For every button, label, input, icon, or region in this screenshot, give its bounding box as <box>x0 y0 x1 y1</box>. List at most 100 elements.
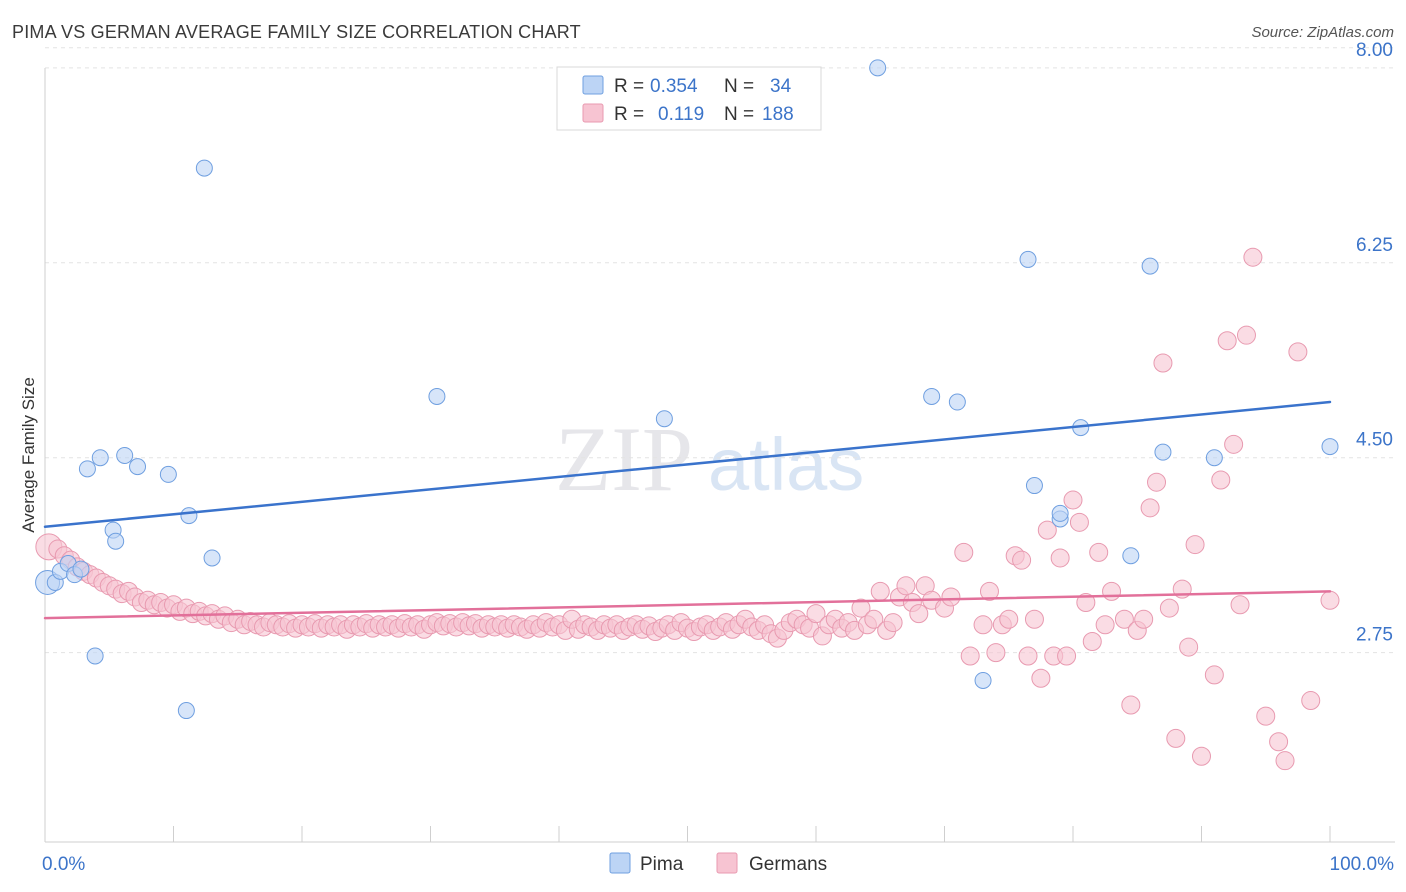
germans-point-171 <box>1166 728 1186 748</box>
germans-point-151 <box>1031 668 1051 688</box>
germans-point-146 <box>999 609 1019 629</box>
watermark: ZIP atlas <box>555 408 864 510</box>
germans-point-139 <box>941 587 961 607</box>
stats-legend: R = 0.354 N = 34 R = 0.119 N = 188 <box>556 66 822 131</box>
pima-point-22 <box>948 393 966 411</box>
pima-n-label: N = <box>724 76 754 97</box>
pima-point-32 <box>1321 438 1339 456</box>
germans-point-157 <box>1069 512 1089 532</box>
germans-point-126 <box>851 598 871 618</box>
x-tick-label-1: 100.0% <box>1330 854 1395 875</box>
germans-point-186 <box>1288 342 1308 362</box>
germans-point-176 <box>1204 665 1224 685</box>
pima-points <box>35 59 1339 720</box>
pima-point-12 <box>159 465 177 483</box>
pima-bottom-swatch <box>609 852 631 874</box>
germans-point-164 <box>1121 695 1141 715</box>
x-tick-labels: 0.0% 100.0% <box>42 854 1394 875</box>
germans-point-178 <box>1217 331 1237 351</box>
germans-point-182 <box>1243 247 1263 267</box>
germans-point-174 <box>1185 535 1205 555</box>
pima-point-6 <box>78 460 96 478</box>
watermark-zip: ZIP <box>555 408 693 510</box>
pima-point-23 <box>1019 250 1037 268</box>
germans-point-158 <box>1076 593 1096 613</box>
pima-point-9 <box>107 532 125 550</box>
germans-point-181 <box>1236 325 1256 345</box>
germans-points <box>35 247 1340 771</box>
series-legend: Pima Germans <box>609 852 827 875</box>
germans-point-167 <box>1140 498 1160 518</box>
pima-point-28 <box>1122 547 1140 565</box>
pima-point-33 <box>974 671 992 689</box>
germans-n-label: N = <box>724 104 754 125</box>
germans-point-169 <box>1153 353 1173 373</box>
gridlines <box>45 47 1395 654</box>
germans-point-149 <box>1018 646 1038 666</box>
germans-legend-swatch <box>582 103 604 123</box>
germans-r-value: 0.119 <box>658 104 704 125</box>
axes <box>44 68 1395 843</box>
y-tick-label-0: 2.75 <box>1356 625 1393 646</box>
y-axis-label: Average Family Size <box>19 377 38 533</box>
germans-point-143 <box>979 581 999 601</box>
germans-point-161 <box>1095 615 1115 635</box>
x-tick-label-0: 0.0% <box>42 854 85 875</box>
germans-point-187 <box>1301 691 1321 711</box>
germans-point-183 <box>1256 706 1276 726</box>
germans-point-131 <box>883 613 903 633</box>
pima-point-30 <box>1154 443 1172 461</box>
pima-point-29 <box>1141 257 1159 275</box>
germans-point-148 <box>1012 550 1032 570</box>
chart-source: Source: ZipAtlas.com <box>1251 24 1394 41</box>
germans-point-128 <box>864 609 884 629</box>
pima-point-14 <box>195 159 213 177</box>
germans-point-142 <box>973 615 993 635</box>
germans-point-154 <box>1050 548 1070 568</box>
pima-n-value: 34 <box>770 76 792 97</box>
germans-legend-label: Germans <box>749 854 827 875</box>
pima-point-19 <box>655 410 673 428</box>
germans-point-129 <box>870 581 890 601</box>
trend-lines <box>43 400 1332 620</box>
pima-r-label: R = <box>614 76 644 97</box>
pima-r-value: 0.354 <box>650 76 698 97</box>
pima-legend-swatch <box>582 75 604 95</box>
germans-point-150 <box>1024 609 1044 629</box>
pima-point-31 <box>1205 449 1223 467</box>
pima-trend-line <box>43 400 1332 529</box>
pima-point-13 <box>180 507 198 525</box>
germans-point-159 <box>1082 632 1102 651</box>
germans-point-188 <box>1320 590 1340 610</box>
pima-point-11 <box>129 458 147 476</box>
y-tick-labels: 2.75 4.50 6.25 8.00 <box>1356 40 1393 646</box>
pima-point-20 <box>869 59 887 77</box>
pima-point-15 <box>203 549 221 567</box>
germans-point-173 <box>1179 637 1199 657</box>
germans-point-175 <box>1192 746 1211 766</box>
watermark-atlas: atlas <box>708 423 864 506</box>
pima-point-26 <box>1051 504 1069 522</box>
germans-point-163 <box>1114 609 1134 629</box>
germans-point-141 <box>960 646 980 666</box>
pima-point-17 <box>177 702 195 720</box>
germans-point-144 <box>986 643 1006 663</box>
germans-point-133 <box>896 576 916 596</box>
germans-point-166 <box>1134 609 1154 629</box>
germans-point-177 <box>1211 470 1231 490</box>
germans-point-170 <box>1159 598 1179 618</box>
germans-point-185 <box>1275 751 1295 771</box>
pima-point-7 <box>91 449 109 467</box>
pima-point-18 <box>428 387 446 405</box>
germans-r-label: R = <box>614 104 644 125</box>
germans-point-156 <box>1063 490 1083 510</box>
germans-n-value: 188 <box>762 104 794 125</box>
y-tick-label-2: 6.25 <box>1356 235 1393 256</box>
germans-point-135 <box>909 604 929 624</box>
germans-point-179 <box>1224 434 1244 454</box>
chart-title: PIMA VS GERMAN AVERAGE FAMILY SIZE CORRE… <box>12 22 581 42</box>
pima-legend-label: Pima <box>640 854 684 875</box>
germans-point-155 <box>1057 646 1077 666</box>
y-tick-label-1: 4.50 <box>1356 430 1393 451</box>
